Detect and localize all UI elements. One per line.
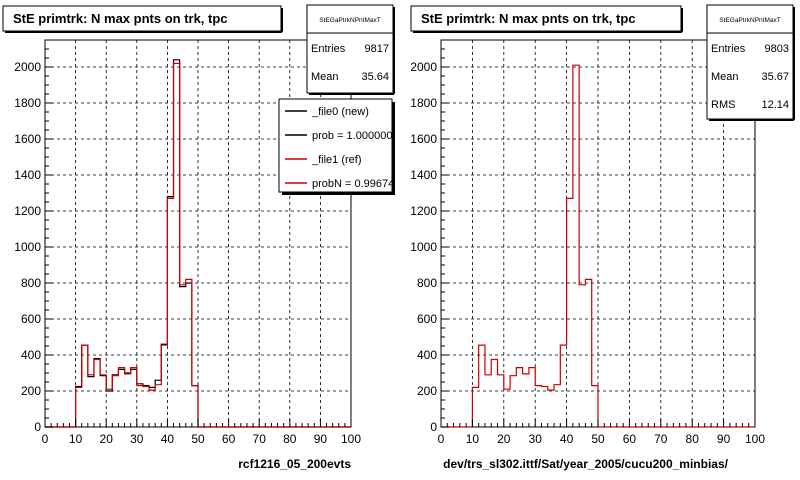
stats-label: RMS bbox=[711, 99, 735, 111]
x-tick-label: 60 bbox=[222, 432, 236, 446]
y-tick-label: 400 bbox=[21, 348, 41, 362]
y-tick-label: 1600 bbox=[14, 132, 41, 146]
legend-entry: _file1 (ref) bbox=[311, 154, 362, 166]
x-tick-label: 70 bbox=[654, 432, 668, 446]
x-axis-label: rcf1216_05_200evts bbox=[238, 457, 351, 471]
y-tick-label: 2000 bbox=[14, 60, 41, 74]
y-tick-label: 1400 bbox=[14, 168, 41, 182]
x-tick-label: 40 bbox=[560, 432, 574, 446]
x-tick-label: 0 bbox=[42, 432, 49, 446]
stats-label: Entries bbox=[311, 43, 346, 55]
stats-value: 12.14 bbox=[761, 99, 789, 111]
legend-entry: _file0 (new) bbox=[311, 106, 369, 118]
x-tick-label: 60 bbox=[623, 432, 637, 446]
chart-panel-2: 0 10 20 30 40 50 60 70 80 90 100020040060080010001… bbox=[410, 4, 795, 471]
y-tick-label: 1800 bbox=[410, 96, 437, 110]
x-tick-label: 10 bbox=[466, 432, 480, 446]
chart-title: StE primtrk: N max pnts on trk, tpc bbox=[421, 11, 636, 26]
stats-value: 35.64 bbox=[361, 71, 389, 83]
y-tick-label: 600 bbox=[21, 312, 41, 326]
x-tick-label: 90 bbox=[717, 432, 731, 446]
x-tick-label: 0 bbox=[438, 432, 445, 446]
x-tick-label: 50 bbox=[591, 432, 605, 446]
x-tick-label: 20 bbox=[100, 432, 114, 446]
x-tick-label: 100 bbox=[341, 432, 361, 446]
y-tick-label: 1200 bbox=[14, 204, 41, 218]
y-tick-label: 800 bbox=[417, 276, 437, 290]
title-box bbox=[410, 5, 682, 32]
x-tick-label: 80 bbox=[283, 432, 297, 446]
y-tick-label: 1600 bbox=[410, 132, 437, 146]
stats-label: Mean bbox=[711, 71, 739, 83]
x-tick-label: 50 bbox=[191, 432, 205, 446]
x-tick-label: 30 bbox=[529, 432, 543, 446]
x-tick-label: 70 bbox=[253, 432, 267, 446]
histogram-series-2 bbox=[45, 62, 351, 428]
histogram-series-1 bbox=[441, 64, 755, 428]
x-tick-label: 90 bbox=[314, 432, 328, 446]
y-tick-label: 600 bbox=[417, 312, 437, 326]
y-tick-label: 400 bbox=[417, 348, 437, 362]
y-tick-label: 2000 bbox=[410, 60, 437, 74]
stats-value: 9817 bbox=[365, 43, 389, 55]
y-tick-label: 0 bbox=[34, 420, 41, 434]
legend-entry: probN = 0.996740 bbox=[312, 178, 400, 190]
stats-value: 9803 bbox=[765, 43, 789, 55]
stats-label: Mean bbox=[311, 71, 339, 83]
y-tick-label: 800 bbox=[21, 276, 41, 290]
x-tick-label: 10 bbox=[69, 432, 83, 446]
legend: _file0 (new) prob = 1.000000 _file1 (ref) p… bbox=[278, 98, 400, 195]
y-tick-label: 1000 bbox=[14, 240, 41, 254]
x-tick-label: 80 bbox=[686, 432, 700, 446]
y-tick-label: 1800 bbox=[14, 96, 41, 110]
x-tick-label: 40 bbox=[161, 432, 175, 446]
y-tick-label: 200 bbox=[417, 384, 437, 398]
x-axis-label: dev/trs_sl302.ittf/Sat/year_2005/cucu200… bbox=[443, 457, 728, 471]
y-tick-label: 1400 bbox=[410, 168, 437, 182]
stats-value: 35.67 bbox=[761, 71, 789, 83]
chart-panel-1: 0 10 20 30 40 50 60 70 80 90 100020040060080010001… bbox=[2, 4, 400, 471]
x-tick-label: 30 bbox=[130, 432, 144, 446]
legend-entry: prob = 1.000000 bbox=[312, 130, 392, 142]
legend-box bbox=[278, 98, 393, 193]
stats-name: StEGaPtrkNPntMaxT bbox=[319, 17, 380, 24]
title-box bbox=[2, 5, 282, 32]
stats-label: Entries bbox=[711, 43, 746, 55]
y-tick-label: 1200 bbox=[410, 204, 437, 218]
stats-name: StEGaPtrkNPntMaxT bbox=[719, 17, 780, 24]
chart-title: StE primtrk: N max pnts on trk, tpc bbox=[13, 11, 228, 26]
y-tick-label: 0 bbox=[430, 420, 437, 434]
y-tick-label: 1000 bbox=[410, 240, 437, 254]
y-tick-label: 200 bbox=[21, 384, 41, 398]
x-tick-label: 20 bbox=[497, 432, 511, 446]
x-tick-label: 100 bbox=[745, 432, 765, 446]
